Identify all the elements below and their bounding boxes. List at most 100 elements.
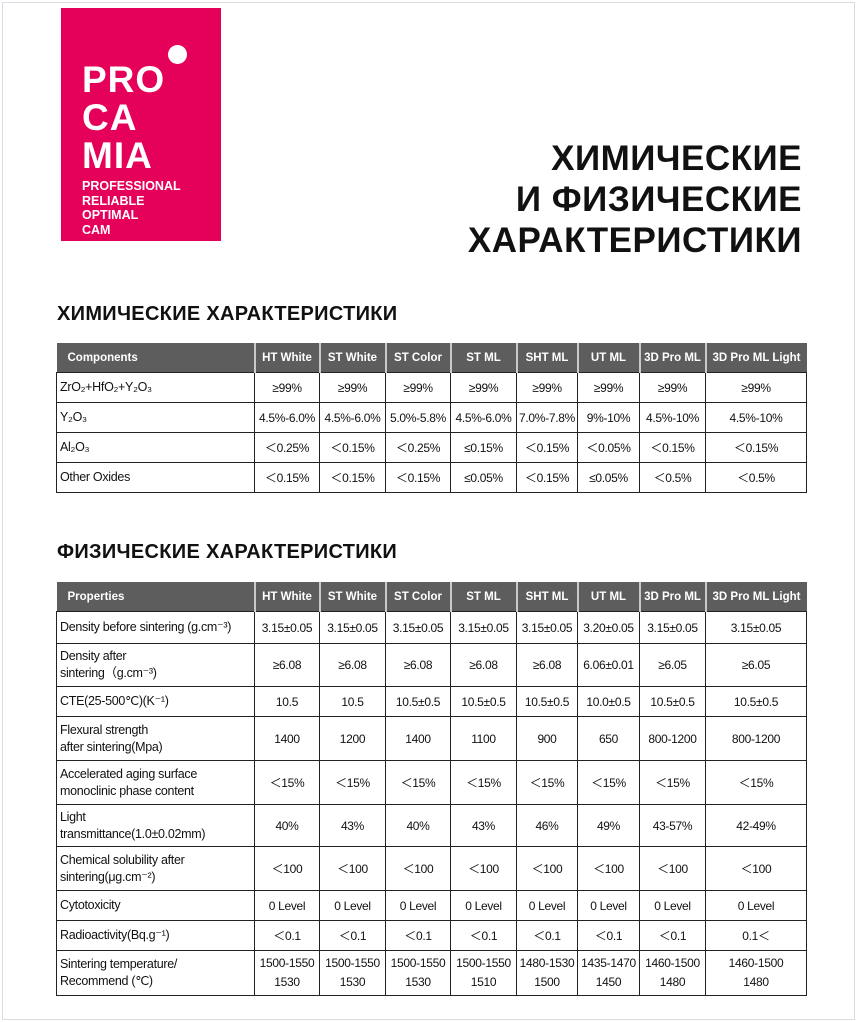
- tagline-line: PROFESSIONAL: [82, 179, 181, 193]
- table-row: Al₂O₃ ＜0.25% ＜0.15% ＜0.25% ≤0.15% ＜0.15% ＜0.05…: [56, 432, 807, 463]
- value-line: 1500-1550: [325, 956, 380, 970]
- row-label-line: CTE(25-500℃)(K⁻¹): [60, 694, 169, 708]
- row-label-line: Flexural strength: [60, 722, 148, 737]
- row-label: Density before sintering (g.cm⁻³): [56, 611, 255, 644]
- row-label-line: sintering（g.cm⁻³): [60, 666, 157, 680]
- tagline-line: OPTIMAL: [82, 208, 139, 222]
- row-label-line: ZrO₂+HfO₂+Y₂O₃: [60, 380, 152, 394]
- value-cell: ＜0.15%: [639, 432, 706, 463]
- row-label: Flexural strength after sintering(Mpa): [56, 716, 255, 761]
- value-cell: 3.20±0.05: [577, 611, 640, 644]
- value-cell: ≤0.05%: [450, 462, 517, 493]
- row-label: Radioactivity(Bq.g⁻¹): [56, 920, 255, 951]
- value-cell: ＜0.15%: [254, 462, 320, 493]
- column-header: SHT ML: [515, 343, 578, 373]
- column-header: ST ML: [449, 343, 517, 373]
- value-line: 1460-1500: [645, 956, 700, 970]
- value-cell: ＜100: [319, 846, 386, 891]
- row-label-line: sintering(μg.cm⁻²): [60, 869, 156, 884]
- row-label: Light transmittance(1.0±0.02mm): [56, 804, 255, 847]
- table-row: Y₂O₃ 4.5%-6.0% 4.5%-6.0% 5.0%-5.8% 4.5%-6.0%…: [56, 402, 807, 433]
- row-label-line: Accelerated aging surface: [60, 766, 198, 781]
- logo-line: PRO: [82, 59, 166, 100]
- logo-tagline: PROFESSIONAL RELIABLE OPTIMAL CAM: [82, 179, 181, 237]
- value-cell: ≥6.08: [516, 643, 578, 687]
- column-header: Properties: [56, 582, 255, 612]
- value-cell: ＜0.1: [450, 920, 517, 951]
- column-header: ST White: [318, 582, 386, 612]
- value-cell: ＜0.1: [319, 920, 386, 951]
- value-cell: 3.15±0.05: [516, 611, 578, 644]
- column-header: 3D Pro ML Light: [704, 582, 807, 612]
- title-line: ХИМИЧЕСКИЕ: [551, 139, 802, 178]
- value-cell: ＜0.15%: [385, 462, 451, 493]
- table-row: Sintering temperature/Recommend (℃) 1500-…: [56, 950, 807, 996]
- value-line: 1435-1470: [581, 956, 636, 970]
- column-header: SHT ML: [515, 582, 578, 612]
- row-label-line: Recommend (℃): [60, 974, 153, 988]
- value-cell: ＜15%: [705, 760, 807, 805]
- value-cell: 3.15±0.05: [639, 611, 706, 644]
- value-cell: 0 Level: [639, 890, 706, 921]
- value-cell: ≥99%: [705, 372, 807, 403]
- table-row: Cytotoxicity 0 Level 0 Level 0 Level 0 Level…: [56, 890, 807, 921]
- value-cell: 46%: [516, 804, 578, 847]
- value-cell: 4.5%-6.0%: [319, 402, 386, 433]
- logo-wordmark: PRO CA MIA: [82, 61, 165, 175]
- value-cell: 1460-1500 1480: [639, 950, 706, 996]
- value-cell: ＜0.15%: [319, 432, 386, 463]
- value-cell: 10.5: [319, 686, 386, 717]
- row-label-line: monoclinic phase content: [60, 783, 194, 798]
- physical-heading: ФИЗИЧЕСКИЕ ХАРАКТЕРИСТИКИ: [57, 541, 398, 563]
- column-header: HT White: [253, 343, 320, 373]
- value-line: 1460-1500: [728, 956, 784, 970]
- page-title: ХИМИЧЕСКИЕ И ФИЗИЧЕСКИЕ ХАРАКТЕРИСТИКИ: [468, 138, 802, 261]
- value-cell: 3.15±0.05: [385, 611, 451, 644]
- value-cell: 7.0%-7.8%: [516, 402, 578, 433]
- row-label: Sintering temperature/Recommend (℃): [56, 950, 255, 996]
- value-line: 1450: [595, 975, 622, 989]
- value-line: 1500: [534, 975, 560, 989]
- row-label: Accelerated aging surface monoclinic phas…: [56, 760, 255, 805]
- row-label-line: Al₂O₃: [60, 440, 90, 454]
- value-cell: ≥99%: [450, 372, 517, 403]
- value-line: 1500-1550: [456, 956, 511, 970]
- table-row: CTE(25-500℃)(K⁻¹) 10.5 10.5 10.5±0.5 10.5±0.…: [56, 686, 807, 717]
- column-header: ST Color: [384, 582, 451, 612]
- value-cell: 1100: [450, 716, 517, 761]
- value-cell: ＜0.1: [639, 920, 706, 951]
- value-cell: ＜0.15%: [516, 432, 578, 463]
- row-label-line: Cytotoxicity: [60, 898, 121, 912]
- value-line: 1500-1550: [390, 956, 446, 970]
- value-cell: 0 Level: [254, 890, 320, 921]
- value-cell: ＜0.15%: [516, 462, 578, 493]
- value-line: 1530: [339, 975, 366, 989]
- value-cell: 0 Level: [516, 890, 578, 921]
- value-cell: 9%-10%: [577, 402, 640, 433]
- value-cell: 1435-1470 1450: [577, 950, 640, 996]
- value-cell: ≥99%: [385, 372, 451, 403]
- value-cell: 3.15±0.05: [319, 611, 386, 644]
- value-cell: 0.1＜: [705, 920, 807, 951]
- value-cell: ＜0.1: [385, 920, 451, 951]
- table-row: Chemical solubility after sintering(μg.cm…: [56, 846, 807, 891]
- value-cell: ≥6.05: [705, 643, 807, 687]
- table-row: ZrO₂+HfO₂+Y₂O₃ ≥99% ≥99% ≥99% ≥99% ≥99% ≥99% ≥9…: [56, 372, 807, 403]
- value-line: 1530: [274, 975, 300, 989]
- column-header: 3D Pro ML Light: [704, 343, 807, 373]
- value-cell: 40%: [254, 804, 320, 847]
- value-cell: 1400: [385, 716, 451, 761]
- row-label: Al₂O₃: [56, 432, 255, 463]
- chemical-heading: ХИМИЧЕСКИЕ ХАРАКТЕРИСТИКИ: [57, 303, 398, 325]
- value-cell: ＜15%: [319, 760, 386, 805]
- value-cell: ≥6.08: [254, 643, 320, 687]
- row-label-line: Light: [60, 809, 86, 824]
- value-cell: ＜0.15%: [705, 432, 807, 463]
- value-cell: 1400: [254, 716, 320, 761]
- row-label-line: Density after: [60, 649, 127, 663]
- value-cell: ＜0.5%: [705, 462, 807, 493]
- row-label-line: Chemical solubility after: [60, 852, 185, 867]
- row-label-line: Density before sintering (g.cm⁻³): [60, 620, 232, 634]
- column-header: ST ML: [449, 582, 517, 612]
